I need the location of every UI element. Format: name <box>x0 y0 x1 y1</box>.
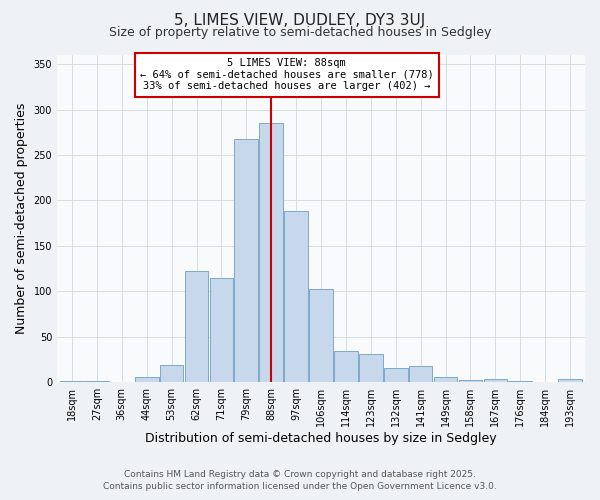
Bar <box>309 288 333 382</box>
Bar <box>235 138 258 382</box>
Bar <box>558 378 582 382</box>
Bar <box>359 354 383 382</box>
Bar <box>185 272 208 382</box>
Bar <box>259 123 283 382</box>
Bar <box>409 366 433 382</box>
Bar <box>284 212 308 382</box>
Bar <box>135 377 158 382</box>
Text: Size of property relative to semi-detached houses in Sedgley: Size of property relative to semi-detach… <box>109 26 491 39</box>
Y-axis label: Number of semi-detached properties: Number of semi-detached properties <box>15 103 28 334</box>
Text: 5 LIMES VIEW: 88sqm
← 64% of semi-detached houses are smaller (778)
33% of semi-: 5 LIMES VIEW: 88sqm ← 64% of semi-detach… <box>140 58 434 92</box>
Bar <box>484 378 507 382</box>
Bar <box>160 365 184 382</box>
Bar <box>384 368 407 382</box>
X-axis label: Distribution of semi-detached houses by size in Sedgley: Distribution of semi-detached houses by … <box>145 432 497 445</box>
Bar <box>334 350 358 382</box>
Text: 5, LIMES VIEW, DUDLEY, DY3 3UJ: 5, LIMES VIEW, DUDLEY, DY3 3UJ <box>175 12 425 28</box>
Bar <box>209 278 233 382</box>
Bar <box>458 380 482 382</box>
Text: Contains HM Land Registry data © Crown copyright and database right 2025.
Contai: Contains HM Land Registry data © Crown c… <box>103 470 497 491</box>
Bar <box>434 377 457 382</box>
